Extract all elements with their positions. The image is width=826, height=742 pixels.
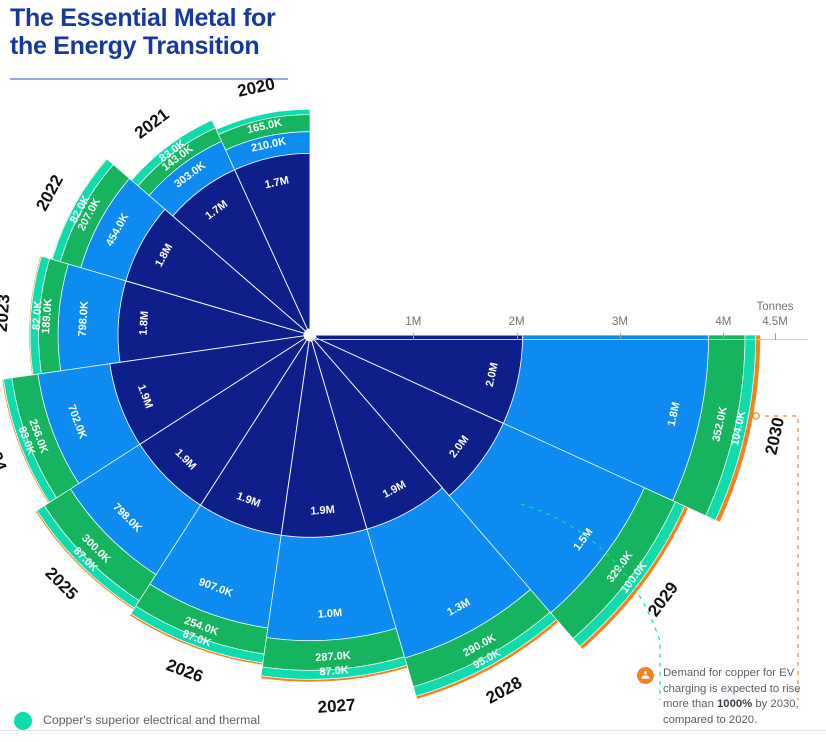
- year-label: 2029: [644, 578, 682, 620]
- bottom-note-text: Copper's superior electrical and thermal: [43, 713, 260, 727]
- segment-value-label: 1.8M: [666, 401, 683, 427]
- year-label: 2026: [164, 655, 206, 686]
- segment-value-label: 82.0K: [31, 300, 45, 330]
- year-label: 2027: [317, 695, 356, 717]
- axis-tick: [413, 333, 415, 340]
- year-label: 2025: [41, 563, 81, 603]
- guide-solar: [520, 503, 661, 700]
- radial-segment[interactable]: [28, 255, 42, 376]
- year-label: 2023: [0, 293, 13, 332]
- axis-area-mask: [310, 0, 826, 334]
- bottom-note: Copper's superior electrical and thermal: [14, 712, 344, 730]
- segment-value-label: 1.0M: [317, 607, 342, 621]
- radial-segment[interactable]: [130, 118, 213, 181]
- segment-value-label: 2.0M: [484, 361, 501, 387]
- growth-guides: [520, 412, 799, 700]
- segment-value-label: 189.0K: [40, 298, 55, 334]
- radial-segment[interactable]: [129, 613, 264, 666]
- solar-swatch-icon: [14, 712, 32, 730]
- year-label: 2024: [0, 431, 11, 474]
- year-label: 2021: [131, 105, 173, 143]
- title-line-2: the Energy Transition: [10, 32, 260, 60]
- axis-tick-label: 4M: [715, 316, 732, 328]
- segment-value-label: 1.8M: [137, 311, 151, 336]
- guide-anchor: [752, 412, 760, 420]
- segment-value-label: 1.9M: [310, 504, 335, 518]
- axis-unit-label: Tonnes: [756, 301, 794, 313]
- radial-sectors: [1, 108, 762, 700]
- axis-tick: [516, 333, 518, 340]
- radial-segment[interactable]: [260, 664, 409, 683]
- callout-text: Demand for copper for EV charging is exp…: [663, 667, 801, 726]
- segment-value-label: 798.0K: [76, 301, 91, 337]
- axis-tick: [723, 333, 725, 340]
- axis-tick: [775, 333, 776, 340]
- axis-tick-label: 1M: [405, 316, 422, 328]
- radial-segment[interactable]: [50, 157, 108, 260]
- year-label: 2020: [236, 74, 277, 101]
- radial-segment[interactable]: [57, 263, 127, 372]
- segment-value-label: 1.7M: [264, 174, 290, 191]
- title-divider: [10, 78, 288, 80]
- axis-tick-label: 2M: [508, 316, 525, 328]
- radial-segment[interactable]: [579, 505, 689, 650]
- year-label: 2022: [32, 172, 67, 214]
- axis-tick-label: 3M: [612, 316, 628, 328]
- radial-segment[interactable]: [1, 378, 50, 504]
- segment-value-label: 287.0K: [315, 650, 351, 665]
- axis-tick-label: 4.5M: [762, 316, 788, 328]
- year-label: 2030: [761, 416, 788, 457]
- value-axis: Tonnes 1M 2M 3M 4M 4.5M: [310, 301, 810, 340]
- guide-ev-charging: [756, 415, 799, 700]
- radial-segment[interactable]: [415, 619, 560, 700]
- title-line-1: The Essential Metal for: [10, 4, 276, 32]
- segment-value-label: 87.0K: [319, 664, 349, 678]
- year-label: 2028: [483, 673, 525, 708]
- page-title: The Essential Metal for the Energy Trans…: [10, 4, 310, 60]
- ev-charging-callout: Demand for copper for EV charging is exp…: [637, 666, 823, 728]
- bottom-divider: [0, 730, 826, 731]
- radial-segment[interactable]: [715, 334, 762, 523]
- radial-segment[interactable]: [34, 510, 135, 611]
- axis-line: [310, 339, 808, 340]
- ev-charger-icon: [637, 667, 654, 684]
- axis-tick: [620, 333, 621, 340]
